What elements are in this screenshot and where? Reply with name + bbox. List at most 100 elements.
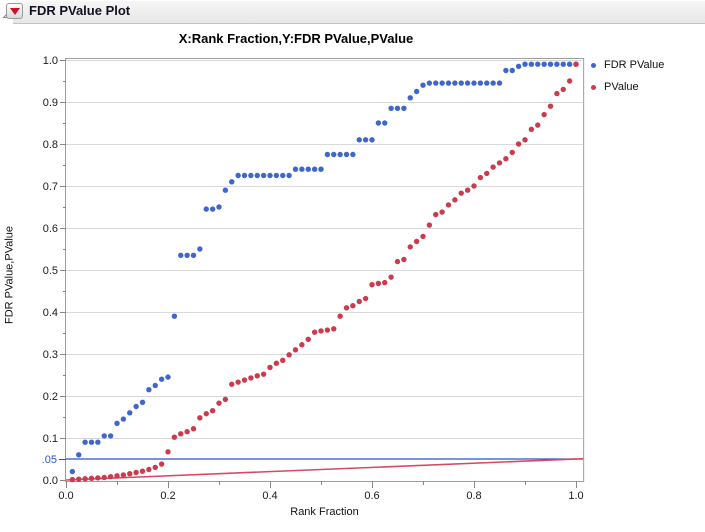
data-point-pvalue[interactable] — [184, 429, 190, 435]
data-point-pvalue[interactable] — [229, 381, 235, 387]
data-point-fdr-pvalue[interactable] — [95, 439, 101, 445]
data-point-pvalue[interactable] — [350, 303, 356, 309]
data-point-pvalue[interactable] — [222, 396, 229, 403]
data-point-pvalue[interactable] — [260, 371, 267, 377]
data-point-fdr-pvalue[interactable] — [528, 61, 535, 67]
data-point-pvalue[interactable] — [413, 238, 420, 245]
data-point-fdr-pvalue[interactable] — [286, 172, 292, 179]
data-point-pvalue[interactable] — [178, 431, 184, 437]
data-point-fdr-pvalue[interactable] — [165, 374, 171, 380]
data-point-pvalue[interactable] — [433, 211, 439, 218]
data-point-pvalue[interactable] — [299, 342, 305, 348]
data-point-fdr-pvalue[interactable] — [299, 166, 305, 172]
data-point-pvalue[interactable] — [216, 400, 222, 406]
data-point-pvalue[interactable] — [197, 415, 203, 421]
data-point-pvalue[interactable] — [375, 280, 382, 287]
data-point-pvalue[interactable] — [452, 197, 458, 203]
data-point-pvalue[interactable] — [535, 122, 541, 128]
data-point-fdr-pvalue[interactable] — [76, 452, 82, 458]
data-point-fdr-pvalue[interactable] — [496, 80, 503, 86]
data-point-pvalue[interactable] — [547, 103, 554, 109]
data-point-fdr-pvalue[interactable] — [114, 420, 120, 426]
data-point-pvalue[interactable] — [337, 313, 343, 319]
data-point-pvalue[interactable] — [139, 468, 146, 474]
data-point-fdr-pvalue[interactable] — [331, 151, 337, 158]
data-point-pvalue[interactable] — [152, 464, 158, 471]
data-point-fdr-pvalue[interactable] — [445, 80, 452, 86]
data-point-pvalue[interactable] — [471, 183, 477, 189]
data-point-fdr-pvalue[interactable] — [484, 80, 490, 86]
data-point-fdr-pvalue[interactable] — [515, 63, 522, 69]
data-point-fdr-pvalue[interactable] — [554, 61, 560, 67]
data-point-pvalue[interactable] — [490, 164, 496, 170]
data-point-pvalue[interactable] — [76, 476, 82, 482]
data-point-fdr-pvalue[interactable] — [88, 439, 95, 445]
data-point-pvalue[interactable] — [388, 274, 394, 280]
data-point-fdr-pvalue[interactable] — [69, 468, 76, 475]
data-point-fdr-pvalue[interactable] — [401, 105, 407, 112]
data-point-pvalue[interactable] — [394, 258, 401, 265]
data-point-fdr-pvalue[interactable] — [146, 387, 152, 393]
data-point-fdr-pvalue[interactable] — [464, 80, 471, 86]
data-point-fdr-pvalue[interactable] — [267, 172, 273, 179]
data-point-pvalue[interactable] — [477, 174, 484, 181]
data-point-pvalue[interactable] — [324, 327, 331, 333]
data-point-fdr-pvalue[interactable] — [318, 166, 324, 172]
data-point-fdr-pvalue[interactable] — [433, 80, 439, 86]
data-point-fdr-pvalue[interactable] — [171, 313, 178, 319]
data-point-fdr-pvalue[interactable] — [248, 172, 254, 179]
data-point-pvalue[interactable] — [573, 61, 579, 67]
data-point-fdr-pvalue[interactable] — [452, 80, 458, 86]
data-point-pvalue[interactable] — [426, 222, 433, 228]
data-point-fdr-pvalue[interactable] — [292, 166, 299, 172]
data-point-fdr-pvalue[interactable] — [458, 80, 464, 86]
data-point-fdr-pvalue[interactable] — [139, 399, 146, 405]
data-point-fdr-pvalue[interactable] — [216, 204, 222, 210]
data-point-pvalue[interactable] — [203, 410, 209, 417]
data-point-pvalue[interactable] — [273, 360, 280, 366]
data-point-fdr-pvalue[interactable] — [490, 80, 496, 86]
data-point-fdr-pvalue[interactable] — [547, 61, 554, 67]
data-point-pvalue[interactable] — [407, 244, 413, 250]
data-point-pvalue[interactable] — [292, 347, 299, 353]
data-point-pvalue[interactable] — [331, 326, 337, 332]
data-point-fdr-pvalue[interactable] — [184, 252, 190, 258]
data-point-pvalue[interactable] — [95, 475, 101, 481]
data-point-pvalue[interactable] — [458, 190, 464, 196]
data-point-fdr-pvalue[interactable] — [420, 82, 426, 88]
data-point-pvalue[interactable] — [503, 156, 509, 162]
data-point-pvalue[interactable] — [401, 256, 407, 263]
data-point-fdr-pvalue[interactable] — [311, 166, 318, 172]
data-point-pvalue[interactable] — [248, 375, 254, 381]
data-point-fdr-pvalue[interactable] — [566, 61, 573, 67]
data-point-fdr-pvalue[interactable] — [509, 67, 515, 74]
data-point-fdr-pvalue[interactable] — [413, 88, 420, 95]
data-point-fdr-pvalue[interactable] — [273, 172, 280, 179]
data-point-pvalue[interactable] — [107, 473, 114, 480]
data-point-fdr-pvalue[interactable] — [439, 80, 445, 86]
data-point-pvalue[interactable] — [88, 475, 95, 482]
data-point-fdr-pvalue[interactable] — [158, 376, 165, 382]
data-point-fdr-pvalue[interactable] — [241, 172, 248, 179]
data-point-pvalue[interactable] — [286, 352, 292, 358]
data-point-fdr-pvalue[interactable] — [362, 137, 369, 143]
data-point-pvalue[interactable] — [114, 473, 120, 479]
data-point-pvalue[interactable] — [267, 364, 273, 371]
data-point-pvalue[interactable] — [165, 449, 171, 455]
legend-item[interactable]: PValue — [589, 76, 664, 98]
data-point-fdr-pvalue[interactable] — [426, 80, 433, 86]
data-point-fdr-pvalue[interactable] — [152, 382, 158, 389]
data-point-fdr-pvalue[interactable] — [522, 61, 528, 67]
data-point-fdr-pvalue[interactable] — [82, 439, 88, 445]
data-point-fdr-pvalue[interactable] — [407, 95, 413, 101]
data-point-pvalue[interactable] — [369, 282, 375, 288]
data-point-fdr-pvalue[interactable] — [541, 61, 547, 67]
data-point-pvalue[interactable] — [445, 202, 452, 208]
data-point-pvalue[interactable] — [82, 476, 88, 482]
data-point-pvalue[interactable] — [362, 295, 369, 302]
data-point-fdr-pvalue[interactable] — [388, 105, 394, 112]
data-point-pvalue[interactable] — [496, 160, 503, 166]
data-point-pvalue[interactable] — [484, 170, 490, 177]
data-point-pvalue[interactable] — [541, 111, 547, 118]
